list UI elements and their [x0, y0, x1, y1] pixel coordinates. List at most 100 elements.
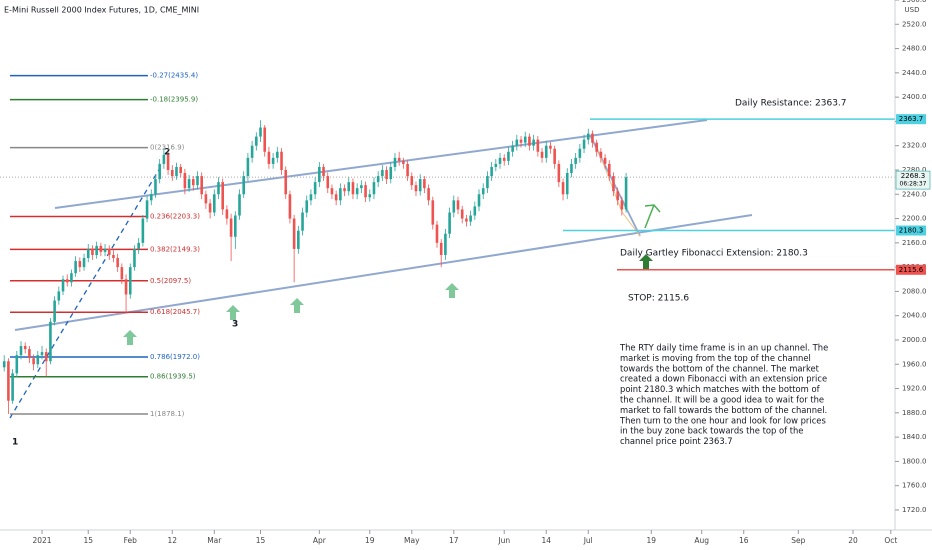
candle-body — [544, 145, 548, 158]
candle-body — [582, 139, 586, 149]
candle-body — [481, 188, 485, 195]
candle-body — [15, 355, 19, 374]
candle-body — [191, 179, 195, 186]
candle-body — [284, 169, 288, 195]
candle-body — [591, 133, 594, 143]
candle-body — [305, 200, 309, 213]
buy-arrow — [123, 330, 137, 345]
candle-body — [599, 151, 603, 158]
candle-body — [444, 233, 447, 255]
x-tick-label: 19 — [365, 536, 375, 545]
candle-body — [124, 279, 128, 295]
y-tick-label: 2040.0 — [902, 312, 927, 320]
candle-body — [435, 224, 439, 243]
candle-body — [498, 157, 502, 164]
candle-body — [170, 169, 174, 177]
fib-label: 0.236(2203.3) — [150, 213, 200, 221]
x-tick-label: May — [404, 536, 420, 545]
x-tick-label: Jul — [583, 536, 593, 545]
arrows — [123, 254, 653, 345]
candle-body — [393, 157, 397, 167]
candle-body — [2, 361, 6, 368]
candle-body — [179, 166, 182, 174]
y-tick-label: 2240.0 — [902, 190, 927, 198]
candle-body — [607, 163, 611, 177]
candle-body — [297, 230, 300, 249]
candle-body — [200, 176, 203, 195]
candle-body — [427, 188, 430, 201]
candle-body — [23, 346, 27, 350]
candle-body — [70, 273, 73, 283]
candle-body — [212, 194, 216, 213]
candle-body — [288, 194, 292, 219]
last-price-label: 2268.3 — [901, 172, 926, 180]
commentary-line: Then turn to the one hour and look for l… — [619, 415, 826, 425]
candle-body — [61, 279, 65, 292]
candle-body — [107, 248, 111, 255]
candle-body — [322, 166, 325, 177]
chart-title: E-Mini Russell 2000 Index Futures, 1D, C… — [4, 6, 199, 15]
candle-body — [616, 191, 619, 201]
extension-note: Daily Gartley Fibonacci Extension: 2180.… — [620, 249, 808, 259]
candle-body — [448, 212, 451, 234]
x-tick-label: Aug — [694, 536, 709, 545]
candle-body — [36, 355, 40, 365]
price-tag-label: 2180.3 — [899, 227, 924, 235]
candle-body — [343, 188, 346, 192]
candle-body — [431, 200, 435, 225]
candle-body — [540, 151, 544, 158]
candle-body — [238, 194, 241, 216]
candle-body — [57, 291, 61, 301]
candle-body — [44, 352, 48, 362]
candle-body — [78, 261, 82, 268]
candle-body — [116, 258, 119, 268]
candle-body — [355, 188, 359, 195]
candle-body — [313, 182, 317, 195]
last-price-tag — [895, 170, 931, 190]
candle-body — [586, 133, 590, 140]
candle-body — [381, 169, 384, 177]
candle-body — [385, 169, 388, 180]
candle-body — [578, 148, 582, 158]
x-tick-label: Oct — [884, 536, 897, 545]
candle-body — [40, 352, 44, 356]
candle-body — [95, 245, 98, 255]
candle-body — [221, 182, 224, 210]
fib-label: 1(1878.1) — [150, 410, 185, 418]
y-tick-label: 2280.0 — [902, 166, 927, 174]
commentary-line: in the buy zone back towards the top of … — [620, 426, 803, 436]
commentary-line: towards the bottom of the channel. The m… — [620, 363, 820, 373]
candle-body — [612, 176, 615, 192]
candle-body — [74, 261, 77, 274]
channel-top — [54, 119, 708, 209]
y-tick-label: 1760.0 — [902, 482, 927, 490]
candle-body — [397, 157, 401, 161]
candle-body — [414, 185, 418, 192]
candle-body — [465, 218, 468, 222]
candle-body — [565, 173, 569, 195]
candles — [2, 120, 628, 415]
commentary-line: point 2180.3 which matches with the bott… — [620, 384, 821, 394]
candle-body — [528, 136, 531, 146]
candle-body — [318, 166, 321, 183]
x-tick-label: 16 — [739, 536, 749, 545]
candle-body — [536, 139, 540, 152]
candle-body — [112, 254, 115, 259]
candle-body — [364, 185, 367, 198]
candle-body — [301, 212, 304, 231]
candle-body — [549, 145, 552, 149]
candle-body — [154, 179, 157, 195]
x-tick-label: 12 — [168, 536, 178, 545]
candle-body — [309, 194, 313, 201]
candle-body — [120, 267, 124, 280]
candle-body — [225, 209, 229, 219]
y-tick-label: 1920.0 — [902, 385, 927, 393]
commentary-line: the channel. It will be a good idea to w… — [620, 395, 824, 405]
price-tag-label: 2115.6 — [899, 266, 924, 274]
candle-body — [91, 248, 94, 255]
candle-body — [553, 148, 556, 164]
fib-label: -0.18(2395.9) — [150, 96, 198, 104]
candle-body — [263, 127, 267, 152]
candle-body — [494, 163, 498, 167]
